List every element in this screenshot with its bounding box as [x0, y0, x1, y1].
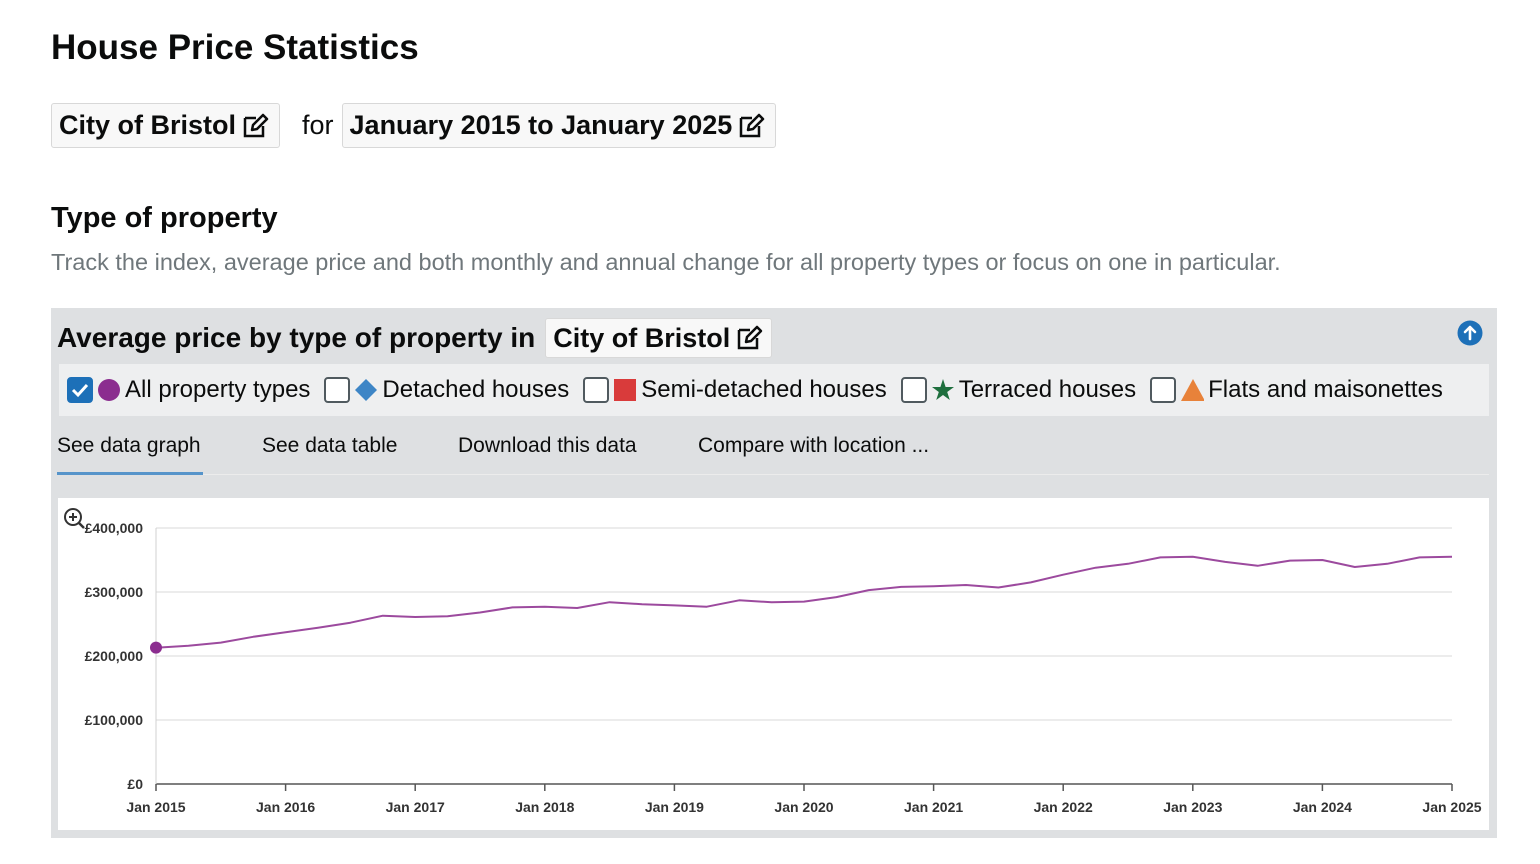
legend-item-semi-detached[interactable]: Semi-detached houses	[583, 376, 887, 404]
y-tick-label: £100,000	[85, 712, 144, 728]
line-chart: £0 £100,000 £200,000 £300,000 £400,000 Jan 20…	[64, 508, 1482, 815]
page-title: House Price Statistics	[51, 28, 419, 67]
diamond-marker-icon	[354, 378, 378, 402]
y-tick-label: £200,000	[85, 648, 144, 664]
period-selector[interactable]: January 2015 to January 2025	[341, 103, 777, 148]
location-selector[interactable]: City of Bristol	[51, 103, 281, 148]
x-tick-label: Jan 2020	[774, 799, 833, 815]
legend-item-flats[interactable]: Flats and maisonettes	[1150, 376, 1443, 404]
edit-icon	[737, 325, 763, 350]
panel-location-label: City of Bristol	[553, 322, 731, 353]
x-tick-label: Jan 2017	[386, 799, 445, 815]
x-tick-label: Jan 2016	[256, 799, 315, 815]
legend-item-terraced[interactable]: Terraced houses	[900, 376, 1137, 404]
checkbox-detached[interactable]	[324, 377, 351, 403]
section-heading: Type of property	[51, 202, 278, 234]
checkbox-flats[interactable]	[1150, 377, 1177, 403]
legend-item-detached[interactable]: Detached houses	[324, 376, 569, 404]
selector-row: City of Bristol for January 2015 to Janu…	[51, 103, 777, 148]
x-tick-label: Jan 2023	[1163, 799, 1222, 815]
checkbox-semi-detached[interactable]	[583, 377, 610, 403]
star-marker-icon	[931, 378, 955, 402]
x-tick-label: Jan 2024	[1293, 799, 1352, 815]
x-tick-label: Jan 2018	[515, 799, 574, 815]
location-label: City of Bristol	[59, 110, 237, 140]
section-description: Track the index, average price and both …	[51, 249, 1281, 275]
tab-download-data[interactable]: Download this data	[458, 434, 637, 457]
x-tick-label: Jan 2025	[1422, 799, 1481, 815]
x-tick-label: Jan 2022	[1034, 799, 1093, 815]
series-line-all-property-types	[155, 555, 1453, 649]
panel-title: Average price by type of property in	[57, 322, 536, 353]
property-type-panel: Average price by type of property in Cit…	[51, 308, 1497, 838]
connector-text: for	[302, 110, 334, 140]
y-tick-label: £400,000	[85, 520, 144, 536]
legend-label: Semi-detached houses	[641, 376, 887, 403]
edit-icon	[243, 113, 269, 137]
checkbox-terraced[interactable]	[900, 377, 927, 403]
period-label: January 2015 to January 2025	[349, 110, 733, 140]
tab-see-data-table[interactable]: See data table	[262, 434, 398, 457]
x-tick-label: Jan 2021	[904, 799, 963, 815]
legend-label: Detached houses	[382, 376, 570, 403]
x-tick-label: Jan 2019	[645, 799, 704, 815]
checkmark-icon	[71, 383, 89, 398]
panel-location-selector[interactable]: City of Bristol	[545, 318, 773, 358]
zoom-in-icon[interactable]	[64, 508, 85, 529]
x-tick-label: Jan 2015	[126, 799, 185, 815]
series-start-point	[150, 641, 162, 654]
triangle-marker-icon	[1180, 378, 1205, 402]
data-view-tabs: See data graph See data table Download t…	[57, 420, 1489, 475]
tab-see-data-graph[interactable]: See data graph	[57, 434, 203, 475]
circle-marker-icon	[97, 378, 121, 402]
y-tick-label: £0	[127, 776, 143, 792]
legend-label: Flats and maisonettes	[1208, 376, 1443, 403]
arrow-up-circle-icon[interactable]	[1457, 320, 1483, 346]
tab-compare-location[interactable]: Compare with location ...	[698, 434, 930, 457]
square-marker-icon	[613, 378, 637, 402]
legend-item-all[interactable]: All property types	[67, 376, 310, 404]
checkbox-all[interactable]	[67, 377, 93, 403]
price-chart: £0 £100,000 £200,000 £300,000 £400,000 Jan 20…	[58, 498, 1489, 830]
property-type-legend: All property types Detached houses Semi-…	[59, 364, 1489, 416]
y-tick-label: £300,000	[85, 584, 144, 600]
legend-label: Terraced houses	[958, 376, 1137, 403]
panel-header: Average price by type of property in Cit…	[57, 318, 773, 358]
edit-icon	[740, 113, 765, 137]
legend-label: All property types	[125, 376, 311, 403]
